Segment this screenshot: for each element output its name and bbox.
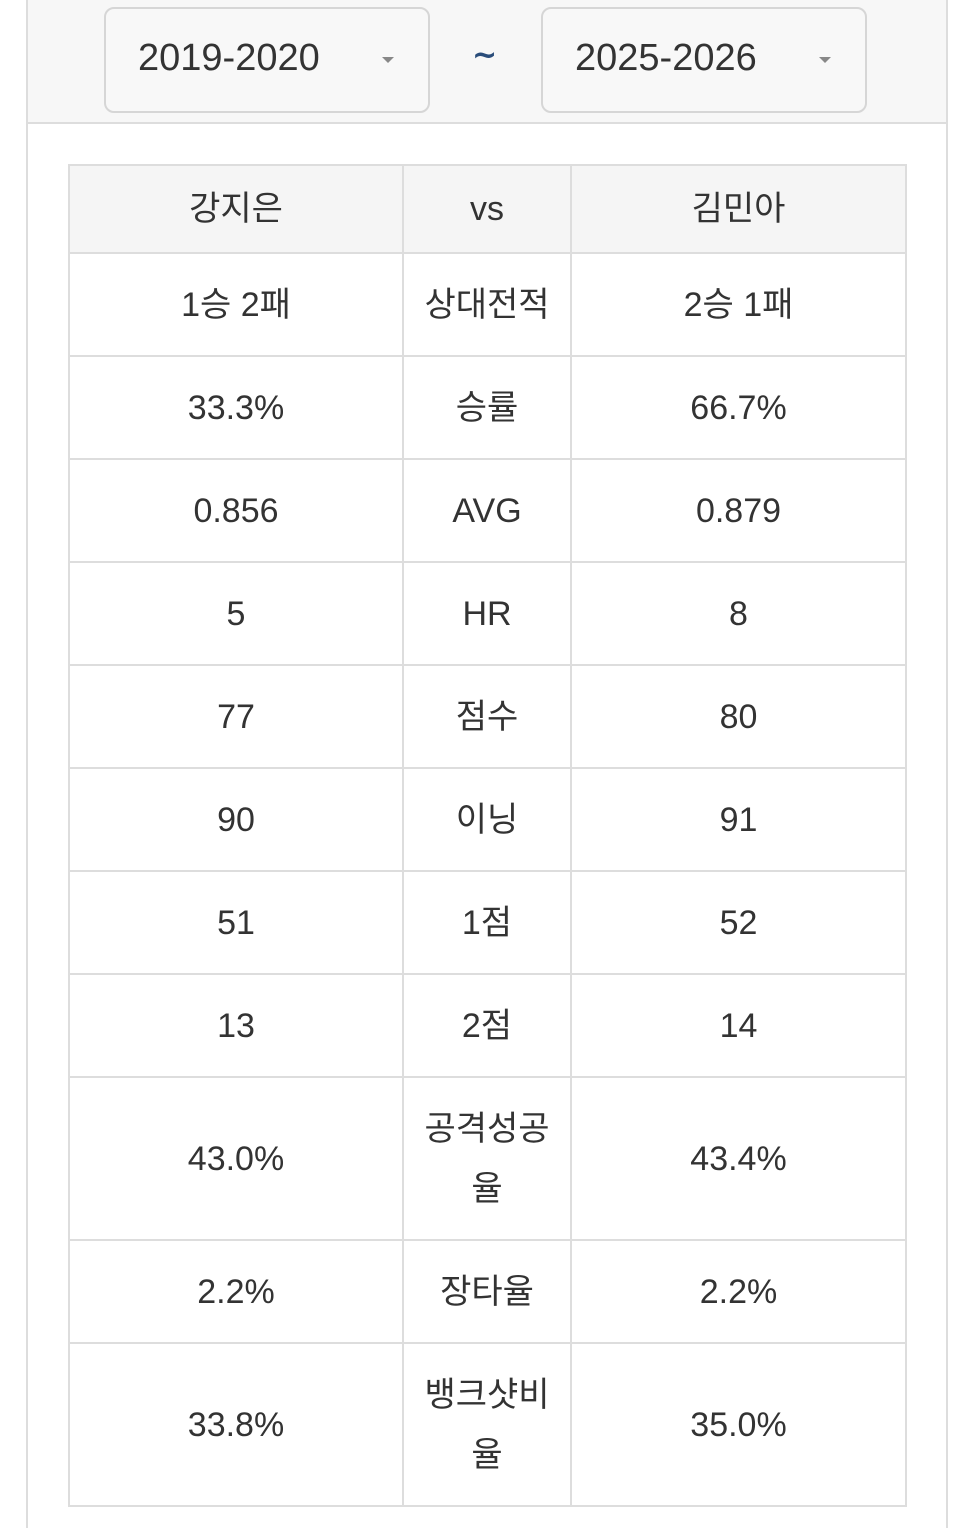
- range-separator: ~: [472, 38, 498, 73]
- stat-label: 장타율: [402, 1239, 572, 1344]
- table-row: 90 이닝 91: [68, 767, 907, 872]
- stat-label: 공격성공율: [402, 1076, 572, 1241]
- table-row: 2.2% 장타율 2.2%: [68, 1239, 907, 1344]
- right-value: 35.0%: [570, 1342, 907, 1507]
- table-row: 13 2점 14: [68, 973, 907, 1078]
- table-row: 0.856 AVG 0.879: [68, 458, 907, 563]
- table-row: 33.3% 승률 66.7%: [68, 355, 907, 460]
- right-value: 43.4%: [570, 1076, 907, 1241]
- left-value: 2.2%: [68, 1239, 404, 1344]
- season-from-value: 2019-2020: [138, 37, 320, 79]
- table-row: 43.0% 공격성공율 43.4%: [68, 1076, 907, 1241]
- comparison-panel: 2019-2020 ~ 2025-2026 강지은 vs 김민아 1승 2패 상대…: [26, 0, 948, 1528]
- stat-label: 2점: [402, 973, 572, 1078]
- comparison-table: 강지은 vs 김민아 1승 2패 상대전적 2승 1패 33.3% 승률 66.7% 0.8…: [68, 164, 907, 1507]
- left-value: 90: [68, 767, 404, 872]
- stat-label: 점수: [402, 664, 572, 769]
- left-value: 51: [68, 870, 404, 975]
- left-value: 33.8%: [68, 1342, 404, 1507]
- table-header: 강지은 vs 김민아: [68, 164, 907, 254]
- left-value: 33.3%: [68, 355, 404, 460]
- season-from-select[interactable]: 2019-2020: [104, 7, 430, 113]
- left-value: 5: [68, 561, 404, 666]
- left-value: 77: [68, 664, 404, 769]
- left-value: 43.0%: [68, 1076, 404, 1241]
- stat-label: 상대전적: [402, 252, 572, 357]
- table-row: 51 1점 52: [68, 870, 907, 975]
- right-value: 2.2%: [570, 1239, 907, 1344]
- season-to-value: 2025-2026: [575, 37, 757, 79]
- stat-label: 승률: [402, 355, 572, 460]
- chevron-down-icon: [382, 57, 394, 63]
- right-value: 8: [570, 561, 907, 666]
- table-row: 33.8% 뱅크샷비율 35.0%: [68, 1342, 907, 1507]
- season-to-select[interactable]: 2025-2026: [541, 7, 867, 113]
- player-right-name: 김민아: [570, 164, 907, 254]
- stat-label: 이닝: [402, 767, 572, 872]
- player-left-name: 강지은: [68, 164, 404, 254]
- stat-label: 뱅크샷비율: [402, 1342, 572, 1507]
- left-value: 1승 2패: [68, 252, 404, 357]
- left-value: 13: [68, 973, 404, 1078]
- table-row: 77 점수 80: [68, 664, 907, 769]
- table-row: 5 HR 8: [68, 561, 907, 666]
- stat-label: 1점: [402, 870, 572, 975]
- stat-label: AVG: [402, 458, 572, 563]
- vs-label: vs: [402, 164, 572, 254]
- table-row: 1승 2패 상대전적 2승 1패: [68, 252, 907, 357]
- right-value: 66.7%: [570, 355, 907, 460]
- right-value: 14: [570, 973, 907, 1078]
- left-value: 0.856: [68, 458, 404, 563]
- right-value: 0.879: [570, 458, 907, 563]
- chevron-down-icon: [819, 57, 831, 63]
- season-filter: 2019-2020 ~ 2025-2026: [28, 0, 946, 124]
- right-value: 2승 1패: [570, 252, 907, 357]
- right-value: 80: [570, 664, 907, 769]
- stat-label: HR: [402, 561, 572, 666]
- right-value: 52: [570, 870, 907, 975]
- right-value: 91: [570, 767, 907, 872]
